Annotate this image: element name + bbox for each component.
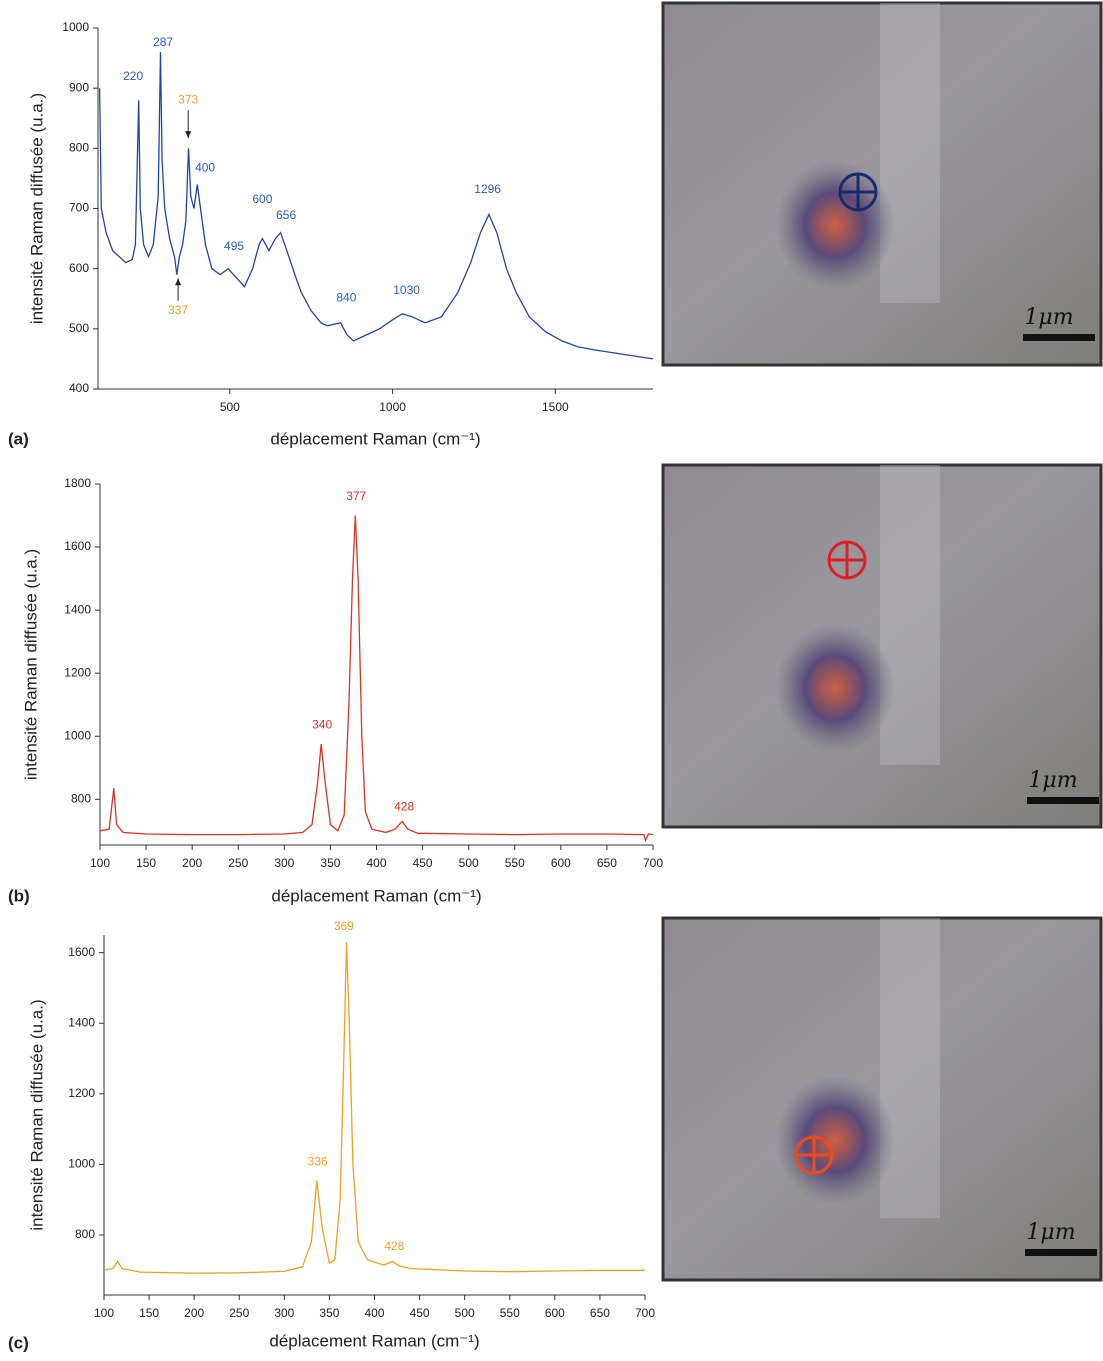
y-axis-label: intensité Raman diffusée (u.a.) (27, 93, 46, 324)
y-tick-label: 1800 (64, 476, 91, 490)
peak-label: 656 (276, 208, 296, 222)
x-tick-label: 400 (366, 856, 386, 870)
peak-label: 336 (308, 1154, 328, 1168)
x-tick-label: 250 (229, 1306, 249, 1320)
peak-label: 428 (384, 1239, 404, 1253)
x-tick-label: 500 (220, 400, 240, 414)
x-tick-label: 600 (551, 856, 571, 870)
y-tick-label: 800 (69, 141, 89, 155)
peak-label: 1030 (393, 283, 420, 297)
peak-label: 337 (168, 303, 188, 317)
x-tick-label: 300 (274, 1306, 294, 1320)
x-axis-label: déplacement Raman (cm⁻¹) (270, 429, 480, 448)
x-tick-label: 150 (136, 856, 156, 870)
y-tick-label: 900 (69, 80, 89, 94)
scale-label: 1μm (1024, 305, 1073, 330)
y-tick-label: 1000 (62, 20, 89, 34)
x-tick-label: 1500 (542, 400, 569, 414)
arrow-head (175, 278, 182, 286)
y-tick-label: 1000 (68, 1157, 95, 1171)
x-tick-label: 550 (505, 856, 525, 870)
x-tick-label: 350 (320, 856, 340, 870)
peak-label: 340 (312, 717, 332, 731)
scale-label: 1μm (1028, 768, 1077, 793)
y-tick-label: 800 (71, 791, 91, 805)
y-tick-label: 400 (69, 381, 89, 395)
panel-label: (c) (8, 1333, 29, 1352)
y-tick-label: 1600 (68, 945, 95, 959)
spectrum-line (103, 942, 645, 1274)
y-tick-label: 1000 (64, 728, 91, 742)
x-tick-label: 700 (643, 856, 663, 870)
micrograph: 1μm (661, 916, 1103, 1282)
peak-label: 373 (178, 92, 198, 106)
peak-label: 400 (195, 160, 215, 174)
x-tick-label: 500 (459, 856, 479, 870)
panel-label: (b) (8, 886, 30, 905)
peak-label: 287 (153, 35, 173, 49)
peak-label: 600 (252, 192, 272, 206)
x-tick-label: 550 (500, 1306, 520, 1320)
x-tick-label: 1000 (379, 400, 406, 414)
x-tick-label: 350 (319, 1306, 339, 1320)
y-tick-label: 700 (69, 201, 89, 215)
x-tick-label: 150 (139, 1306, 159, 1320)
x-tick-label: 450 (410, 1306, 430, 1320)
y-axis-label: intensité Raman diffusée (u.a.) (27, 999, 46, 1230)
x-tick-label: 250 (228, 856, 248, 870)
x-tick-label: 500 (455, 1306, 475, 1320)
y-tick-label: 1400 (64, 602, 91, 616)
x-tick-label: 650 (590, 1306, 610, 1320)
y-tick-label: 1400 (68, 1015, 95, 1029)
x-axis-label: déplacement Raman (cm⁻¹) (269, 1331, 479, 1350)
y-tick-label: 1200 (68, 1086, 95, 1100)
peak-label: 220 (123, 69, 143, 83)
spectrum-line (99, 515, 654, 843)
micrograph: 1μm (661, 1, 1103, 367)
panel-label: (a) (8, 429, 29, 448)
scale-label: 1μm (1026, 1220, 1075, 1245)
x-tick-label: 400 (364, 1306, 384, 1320)
x-tick-label: 100 (94, 1306, 114, 1320)
y-tick-label: 600 (69, 261, 89, 275)
peak-label: 428 (394, 799, 414, 813)
arrow-head (185, 131, 192, 139)
micrograph: 1μm (661, 463, 1103, 829)
x-tick-label: 300 (274, 856, 294, 870)
y-tick-label: 800 (75, 1227, 95, 1241)
y-axis-label: intensité Raman diffusée (u.a.) (21, 549, 40, 780)
y-tick-label: 1600 (64, 539, 91, 553)
x-tick-label: 700 (635, 1306, 655, 1320)
x-tick-label: 200 (182, 856, 202, 870)
x-tick-label: 450 (413, 856, 433, 870)
peak-label: 377 (346, 489, 366, 503)
x-tick-label: 650 (597, 856, 617, 870)
y-tick-label: 1200 (64, 665, 91, 679)
peak-label: 840 (336, 290, 356, 304)
x-tick-label: 600 (545, 1306, 565, 1320)
spectrum-line (98, 52, 654, 360)
peak-label: 495 (224, 239, 244, 253)
x-axis-label: déplacement Raman (cm⁻¹) (271, 886, 481, 905)
x-tick-label: 200 (184, 1306, 204, 1320)
x-tick-label: 100 (90, 856, 110, 870)
peak-label: 369 (334, 919, 354, 933)
y-tick-label: 500 (69, 321, 89, 335)
peak-label: 1296 (474, 182, 501, 196)
